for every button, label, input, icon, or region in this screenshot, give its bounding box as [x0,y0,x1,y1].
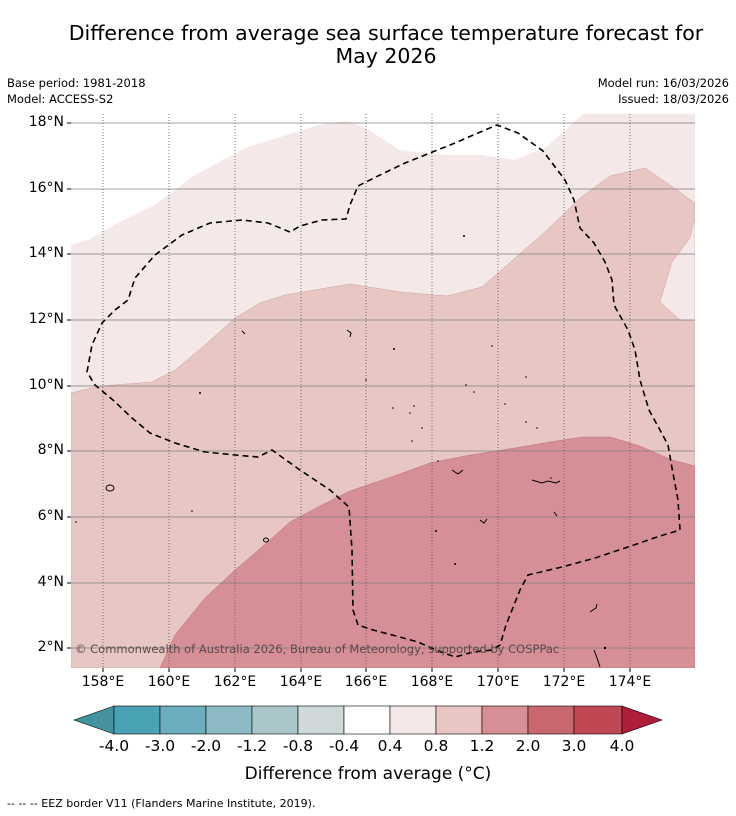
colorbar-tick-label: -0.4 [328,737,360,755]
lat-label: 8°N [37,442,64,458]
island [393,348,395,350]
lat-label: 16°N [28,180,64,196]
title-line-1: Difference from average sea surface temp… [68,21,704,45]
lon-label: 174°E [608,674,652,690]
island [491,345,493,347]
island [413,405,415,407]
island [241,330,246,335]
colorbar-segment [621,705,663,735]
colorbar-segment [205,705,253,735]
island [465,384,467,386]
island [409,412,411,414]
island [75,521,77,523]
colorbar-tick-label: 0.4 [377,737,403,755]
island [504,403,506,405]
island [553,511,558,517]
island [473,391,475,393]
island [105,484,115,492]
colorbar-segment [73,705,115,735]
copyright-notice: © Commonwealth of Australia 2026, Bureau… [75,642,560,656]
island [531,479,561,484]
lat-label: 18°N [28,114,64,130]
colorbar-tick-label: 4.0 [609,737,635,755]
colorbar-segment [159,705,207,735]
island [550,477,552,479]
island [589,603,598,613]
colorbar-tick-label: -2.0 [190,737,222,755]
colorbar-title: Difference from average (°C) [244,764,492,784]
island [593,649,601,668]
island [263,537,269,543]
lon-label: 166°E [344,674,388,690]
colorbar-tick-label: -0.8 [282,737,314,755]
lon-label: 158°E [81,674,125,690]
colorbar-segment [343,705,391,735]
island [346,329,352,338]
island [525,421,527,423]
colorbar-segment [297,705,345,735]
anomaly-band-1.2-2.0 [159,436,695,668]
title-line-2: May 2026 [335,44,437,68]
eez-legend: -- -- -- EEZ border V11 (Flanders Marine… [7,797,316,810]
island [421,427,423,429]
island [525,376,527,378]
colorbar-tick-label: 3.0 [561,737,587,755]
lon-label: 160°E [147,674,191,690]
colorbar-segment [481,705,529,735]
island [411,440,413,442]
lat-label: 6°N [37,508,64,524]
colorbar-segment [573,705,623,735]
island [463,235,465,237]
lat-label: 2°N [37,639,64,655]
lon-label: 168°E [410,674,454,690]
colorbar-segment [435,705,483,735]
lon-label: 164°E [279,674,323,690]
model-run: Model run: 16/03/2026 [597,76,729,90]
metadata-right: Model run: 16/03/2026 Issued: 18/03/2026 [598,75,729,107]
lat-label: 10°N [28,377,64,393]
colorbar-segment [527,705,575,735]
model-name: Model: ACCESS-S2 [7,92,114,106]
colorbar-tick-label: 1.2 [469,737,495,755]
lat-label: 4°N [37,574,64,590]
colorbar-segment [389,705,437,735]
island [365,379,367,381]
colorbar-tick-label: -1.2 [236,737,268,755]
colorbar-tick-label: -4.0 [98,737,130,755]
lon-label: 162°E [213,674,257,690]
island [603,646,607,650]
anomaly-band-0.4-0.8-east [659,217,695,321]
island [536,427,538,429]
colorbar-tick-label: -3.0 [144,737,176,755]
lat-label: 14°N [28,245,64,261]
island [451,469,464,475]
eez-border [86,124,681,658]
island [454,563,456,565]
island [435,530,437,532]
island [479,518,488,524]
lon-label: 170°E [476,674,520,690]
metadata-left: Base period: 1981-2018 Model: ACCESS-S2 [7,75,146,107]
chart-title: Difference from average sea surface temp… [40,22,732,68]
base-period: Base period: 1981-2018 [7,76,146,90]
island [199,392,201,394]
colorbar-tick-label: 2.0 [515,737,541,755]
issued-date: Issued: 18/03/2026 [618,92,729,106]
island [191,510,193,512]
lat-label: 12°N [28,311,64,327]
island [392,407,394,409]
colorbar-segment [113,705,161,735]
lon-label: 172°E [542,674,586,690]
anomaly-zone-below-0.4 [71,114,583,245]
island [437,460,439,462]
colorbar-tick-label: 0.8 [423,737,449,755]
colorbar [73,705,663,735]
colorbar-segment [251,705,299,735]
